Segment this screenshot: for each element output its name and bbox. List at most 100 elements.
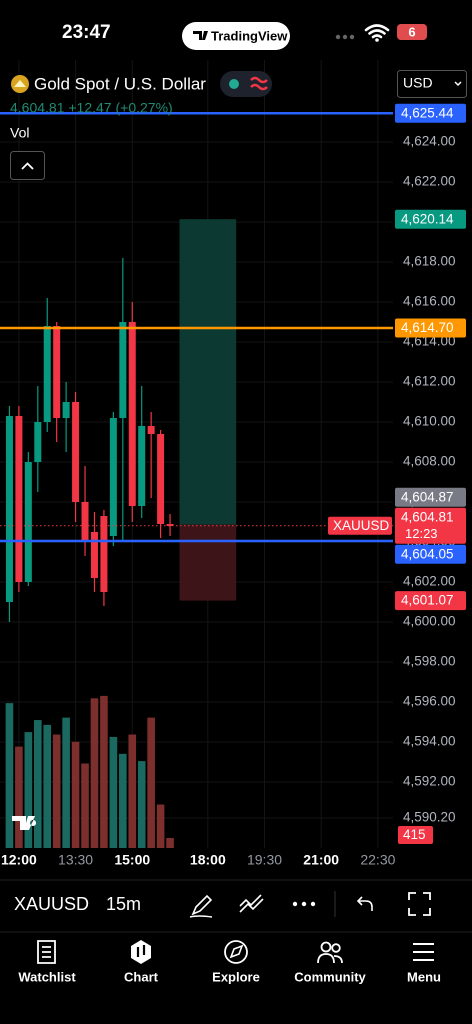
y-tick-label: 4,600.00 — [403, 614, 456, 629]
tab-label[interactable]: Watchlist — [18, 969, 76, 984]
volume-label: 415 — [403, 827, 426, 842]
candle-body — [62, 402, 70, 418]
app-name: TradingView — [211, 28, 288, 43]
y-tick-label: 4,610.00 — [403, 414, 456, 429]
fullscreen-icon[interactable] — [408, 892, 431, 916]
draw-icon[interactable] — [189, 894, 213, 918]
community-icon[interactable] — [317, 953, 343, 964]
chart: 4,624.004,622.004,620.004,618.004,616.00… — [0, 60, 466, 868]
volume-bar — [81, 763, 89, 848]
candle-body — [53, 326, 61, 418]
collapse-button[interactable] — [10, 151, 45, 180]
volume-bar — [166, 837, 174, 848]
tab-label[interactable]: Community — [294, 969, 366, 984]
currency-caret — [454, 81, 462, 87]
candle-body — [90, 532, 98, 578]
candle-body — [147, 426, 155, 434]
volume-bar — [119, 753, 127, 848]
delay-icon — [250, 76, 268, 91]
price-level-label: 4,620.14 — [401, 211, 454, 226]
volume-bar — [24, 732, 33, 848]
signal-icon — [335, 34, 355, 40]
explore-needle — [229, 944, 244, 959]
price-level-tag — [395, 209, 466, 229]
price-level-tag — [395, 103, 466, 123]
volume-bar — [43, 724, 52, 848]
y-tick-label: 4,596.00 — [403, 694, 456, 709]
status-pill[interactable] — [220, 71, 272, 97]
wifi-dot — [375, 38, 379, 42]
candle-body — [138, 426, 146, 506]
quote: 4,604.81 +12.47 (+0.27%) — [10, 100, 173, 116]
price-level-tag — [395, 318, 466, 338]
candle-body — [128, 322, 136, 506]
volume-bar — [137, 761, 146, 848]
battery — [397, 24, 427, 40]
position-profit — [179, 219, 237, 525]
more-icon[interactable] — [292, 901, 316, 907]
volume-tag — [398, 826, 433, 844]
chart-icon-candles — [136, 945, 146, 957]
toolbar-symbol[interactable]: XAUUSD — [14, 894, 89, 914]
wifi-icon — [364, 24, 390, 39]
x-tick-label: 21:00 — [303, 852, 339, 868]
candle-body — [157, 434, 165, 524]
symbol-name[interactable]: Gold Spot / U.S. Dollar — [34, 74, 206, 93]
symbol-label: XAUUSD — [333, 518, 390, 533]
undo-icon[interactable] — [356, 896, 373, 911]
indicator-name[interactable]: Vol — [10, 125, 29, 141]
candle-body — [100, 516, 108, 592]
volume-bar — [90, 698, 99, 848]
position-loss — [179, 524, 237, 601]
y-tick-label: 4,624.00 — [403, 134, 456, 149]
explore-icon[interactable] — [224, 940, 248, 964]
candle-body — [5, 416, 13, 602]
tab-label[interactable]: Explore — [212, 969, 260, 984]
tab-label[interactable]: Chart — [124, 969, 159, 984]
symbol-icon-mark — [14, 80, 26, 87]
tab-bar: Watchlist Chart Explore Community Menu — [18, 969, 441, 984]
candle-body — [24, 462, 32, 582]
x-tick-label: 19:30 — [247, 852, 282, 868]
toolbar-interval[interactable]: 15m — [106, 894, 141, 914]
status-time: 23:47 — [62, 22, 111, 43]
currency-select[interactable] — [397, 70, 467, 98]
tab-label[interactable]: Menu — [407, 969, 441, 984]
volume-bar — [156, 804, 165, 848]
last-price-tag — [395, 507, 466, 544]
indicators-icon[interactable] — [239, 894, 264, 913]
volume-bar — [71, 741, 80, 848]
price-level-tag — [395, 544, 466, 564]
watchlist-icon[interactable] — [37, 940, 56, 964]
collapse-chevron — [21, 162, 34, 170]
price-level-tag — [395, 487, 466, 507]
community-head — [320, 941, 332, 953]
x-tick-label: 12:00 — [1, 852, 37, 868]
y-tick-label: 4,618.00 — [403, 254, 456, 269]
x-tick-label: 22:30 — [360, 852, 395, 868]
price-level-label: 4,625.44 — [401, 105, 454, 120]
market-open-dot — [229, 79, 239, 89]
app-logo — [193, 31, 208, 40]
candle-body — [109, 418, 117, 536]
app-pill — [182, 22, 290, 50]
menu-icon[interactable] — [413, 943, 434, 961]
price-level-label: 4,604.05 — [401, 546, 454, 561]
y-tick-label: 4,602.00 — [403, 574, 456, 589]
symbol-tag — [328, 516, 392, 535]
volume-bar — [33, 720, 42, 848]
x-tick-label: 18:00 — [190, 852, 226, 868]
y-tick-label: 4,612.00 — [403, 374, 456, 389]
x-tick-label: 13:30 — [58, 852, 93, 868]
y-tick-label: 4,622.00 — [403, 174, 456, 189]
volume-bar — [15, 746, 23, 848]
y-tick-label: 4,608.00 — [403, 454, 456, 469]
candle-body — [15, 416, 23, 582]
candle-body — [119, 322, 127, 418]
community-head — [331, 943, 341, 953]
last-price-label: 4,604.81 — [401, 509, 454, 524]
chart-icon[interactable] — [131, 940, 151, 964]
candle-body — [34, 422, 42, 462]
volume-bar — [62, 717, 70, 848]
